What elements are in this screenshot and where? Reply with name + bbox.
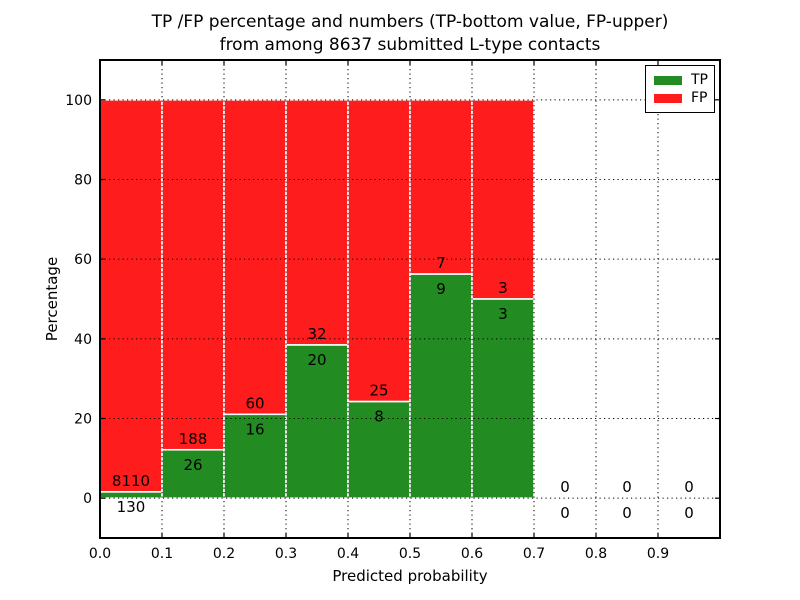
- bar-segment-tp: [409, 273, 473, 499]
- fp-count-label: 8110: [112, 472, 150, 490]
- bar-segment-tp: [161, 448, 225, 499]
- y-tick-label: 40: [74, 332, 92, 348]
- y-tick-label: 100: [65, 93, 92, 109]
- bar-segment-fp: [347, 99, 411, 403]
- x-tick-label: 0.5: [399, 546, 421, 562]
- y-axis-label: Percentage: [43, 256, 61, 342]
- bar-segment-fp: [471, 99, 535, 300]
- fp-count-label: 0: [622, 478, 632, 496]
- x-tick-label: 0.6: [461, 546, 483, 562]
- tp-count-label: 16: [245, 420, 264, 438]
- tp-count-label: 0: [684, 504, 694, 522]
- tp-count-label: 26: [183, 456, 202, 474]
- legend-label-fp: FP: [691, 90, 708, 106]
- x-tick-label: 0.9: [647, 546, 669, 562]
- y-tick-label: 0: [83, 491, 92, 507]
- fp-count-label: 0: [560, 478, 570, 496]
- tp-count-label: 3: [498, 305, 508, 323]
- x-tick-label: 0.4: [337, 546, 359, 562]
- tp-count-label: 20: [307, 351, 326, 369]
- bar-segment-tp: [223, 413, 287, 499]
- tp-count-label: 0: [560, 504, 570, 522]
- x-tick-label: 0.8: [585, 546, 607, 562]
- legend-entry-tp: TP: [654, 73, 714, 87]
- legend-label-tp: TP: [691, 72, 708, 88]
- x-tick-label: 0.1: [151, 546, 173, 562]
- fp-count-label: 3: [498, 279, 508, 297]
- y-tick-label: 20: [74, 412, 92, 428]
- bar-segment-tp: [347, 400, 411, 499]
- x-tick-label: 0.3: [275, 546, 297, 562]
- legend-entry-fp: FP: [654, 91, 714, 105]
- tp-count-label: 130: [117, 498, 146, 516]
- legend-swatch-tp: [654, 75, 682, 85]
- bar-segment-tp: [285, 344, 349, 499]
- bar-segment-fp: [223, 99, 287, 416]
- tp-count-label: 9: [436, 280, 446, 298]
- x-tick-label: 0.2: [213, 546, 235, 562]
- bar-segment-fp: [161, 99, 225, 451]
- bar-segment-fp: [99, 99, 163, 493]
- x-tick-label: 0.7: [523, 546, 545, 562]
- x-tick-label: 0.0: [89, 546, 111, 562]
- chart-title-line1: TP /FP percentage and numbers (TP-bottom…: [151, 12, 669, 32]
- y-tick-label: 80: [74, 173, 92, 189]
- legend-swatch-fp: [654, 93, 682, 103]
- fp-count-label: 7: [436, 254, 446, 272]
- bar-segment-fp: [285, 99, 349, 346]
- fp-count-label: 188: [179, 430, 208, 448]
- x-axis-label: Predicted probability: [332, 567, 488, 585]
- tp-count-label: 8: [374, 408, 384, 426]
- y-tick-label: 60: [74, 252, 92, 268]
- bar-segment-tp: [471, 298, 535, 499]
- legend: TP FP: [645, 65, 715, 113]
- tp-count-label: 0: [622, 504, 632, 522]
- fp-count-label: 25: [369, 382, 388, 400]
- fp-count-label: 0: [684, 478, 694, 496]
- fp-count-label: 60: [245, 394, 264, 412]
- bar-segment-fp: [409, 99, 473, 275]
- chart-title: TP /FP percentage and numbers (TP-bottom…: [100, 11, 720, 57]
- fp-count-label: 32: [307, 325, 326, 343]
- chart-title-line2: from among 8637 submitted L-type contact…: [219, 35, 601, 55]
